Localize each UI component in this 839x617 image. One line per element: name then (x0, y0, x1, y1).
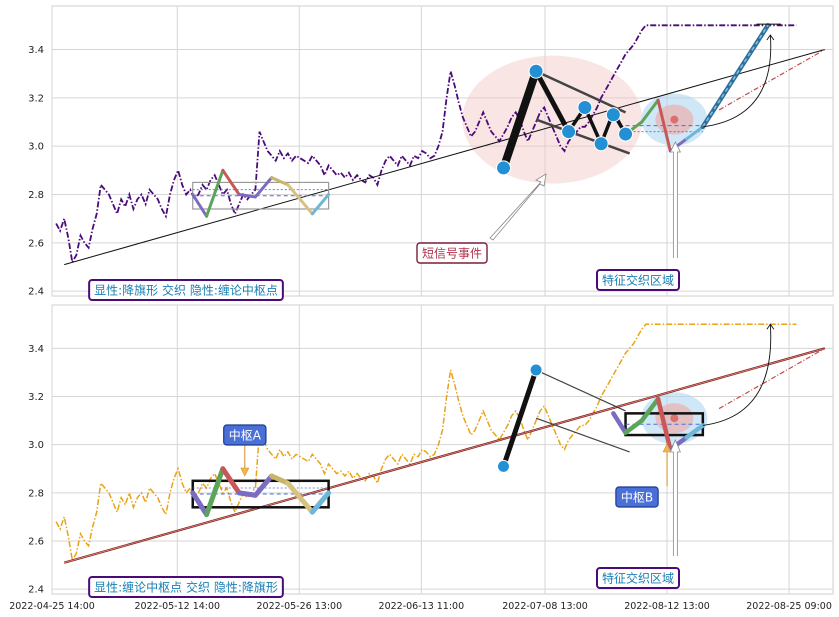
top-pivot-b-stroke-2 (640, 98, 660, 124)
bottom-feature-zone-label-frame (595, 567, 681, 589)
bottom-pivot-a-stroke-4 (252, 473, 275, 498)
top-short-signal-pointer (489, 173, 547, 241)
top-flag-upper-channel (535, 70, 627, 114)
bottom-signal-dot-1 (529, 363, 543, 377)
bottom-y-tick-label-2: 2.8 (28, 488, 44, 499)
top-pivot-a-stroke-3 (237, 193, 257, 199)
top-trend-extension (718, 48, 826, 111)
bottom-feature-zone-core (670, 414, 679, 423)
bottom-pivot-a-stroke-1 (204, 466, 226, 518)
top-feature-zone-core (670, 115, 679, 124)
bottom-pivot-a-stroke-5 (269, 473, 291, 486)
top-flag-pole (499, 67, 541, 172)
top-y-tick-label-5: 3.4 (28, 45, 44, 56)
top-pivot-a-stroke-4 (253, 176, 274, 199)
top-short-signal-label: 短信号事件 (422, 247, 482, 261)
x-tick-label-6: 2022-08-25 09:00 (746, 601, 832, 612)
top-y-tick-label-3: 3.0 (28, 142, 44, 153)
top-feature-zone-pointer (669, 141, 682, 258)
bottom-pivot-b-stroke-2 (639, 396, 661, 423)
x-axis: 2022-04-25 14:00 2022-05-12 14:00 2022-05-… (9, 601, 832, 612)
bottom-pivot-b-stroke-1 (623, 418, 645, 435)
top-pivot-a-stroke-6 (286, 183, 314, 216)
top-short-signal-label-frame (416, 242, 488, 264)
top-caption-label-frame (88, 279, 284, 301)
bottom-flag-upper-channel (535, 369, 626, 412)
top-pivot-b-stroke-5 (685, 125, 705, 141)
top-breakout-leg-dash (702, 24, 769, 128)
top-pivot-a-stroke-5 (270, 176, 290, 187)
bottom-pivot-b-arrowhead (662, 443, 672, 453)
bottom-pivot-b-stroke-3 (655, 396, 673, 452)
bottom-y-tick-label-1: 2.6 (28, 537, 44, 548)
top-signal-dot-3 (577, 100, 593, 115)
top-caption-label: 显性:降旗形 交织 隐性:缠论中枢点 (94, 283, 278, 298)
top-feature-zone-label: 特征交织区域 (602, 273, 674, 288)
bottom-price-series (55, 323, 797, 563)
top-projection-curve (702, 34, 772, 128)
bottom-y-tick-label-3: 3.0 (28, 440, 44, 451)
bottom-feature-zone-pointer (669, 438, 681, 556)
bottom-y-tick-label-4: 3.2 (28, 392, 44, 403)
top-y-tick-label-4: 3.2 (28, 93, 44, 104)
top-pivot-a-stroke-7 (310, 193, 331, 216)
top-signal-dot-0 (496, 160, 512, 176)
top-price-series (55, 24, 797, 265)
bottom-pivot-a-stroke-6 (285, 480, 315, 515)
top-signal-dot-4 (593, 136, 609, 152)
bottom-feature-zone-label: 特征交织区域 (602, 571, 674, 586)
bottom-projection-arrowhead (766, 323, 775, 330)
top-projection-arrowhead (766, 34, 775, 41)
bottom-trend-line-highlight (64, 347, 825, 564)
x-tick-label-4: 2022-07-08 13:00 (502, 601, 588, 612)
top-pivot-a-stroke-0 (191, 193, 209, 218)
top-signal-dot-6 (618, 126, 634, 142)
top-trend-line (64, 49, 826, 266)
top-pivot-a-stroke-2 (221, 168, 241, 196)
bottom-pivot-a-stroke-0 (190, 490, 210, 518)
x-tick-label-1: 2022-05-12 14:00 (134, 601, 220, 612)
bottom-y-tick-label-0: 2.4 (28, 585, 44, 596)
bottom-pivot-a-stroke-7 (309, 490, 332, 515)
bottom-y-tick-label-5: 3.4 (28, 344, 44, 355)
x-tick-label-5: 2022-08-12 13:00 (624, 601, 710, 612)
top-y-tick-label-1: 2.6 (28, 238, 44, 249)
top-flag-drop (533, 68, 572, 135)
top-feature-zone-label-frame (595, 269, 681, 291)
x-tick-label-3: 2022-06-13 11:00 (379, 601, 465, 612)
x-tick-label-0: 2022-04-25 14:00 (9, 601, 95, 612)
bottom-flag-pole (501, 367, 539, 469)
bottom-pivot-a-label: 中枢A (229, 428, 262, 443)
bottom-trend-extension (718, 347, 826, 410)
top-signal-dot-5 (605, 107, 621, 123)
top-signal-dot-1 (528, 63, 544, 79)
top-flag-lower-channel (535, 118, 631, 155)
bottom-projection-curve (702, 324, 772, 426)
bottom-pivot-a-arrowhead (240, 467, 250, 477)
bottom-pivot-a-stroke-3 (236, 490, 258, 498)
bottom-caption-label: 显性:缠论中枢点 交织 隐性:降旗形 (94, 580, 278, 595)
bottom-plot-area (51, 304, 834, 595)
top-signal-dot-2 (561, 124, 577, 140)
bottom-pivot-a-stroke-2 (220, 466, 242, 496)
bottom-pivot-b-label: 中枢B (621, 490, 653, 505)
bottom-flag-lower-channel (535, 417, 630, 453)
bottom-pivot-b-stroke-5 (684, 423, 706, 440)
bottom-pivot-b-label-frame (615, 486, 659, 508)
top-y-tick-label-0: 2.4 (28, 287, 44, 298)
top-pivot-a-stroke-1 (205, 168, 225, 218)
x-tick-label-2: 2022-05-26 13:00 (257, 601, 343, 612)
top-y-tick-label-2: 2.8 (28, 190, 44, 201)
bottom-pivot-b-stroke-0 (611, 411, 628, 435)
bottom-caption-label-frame (88, 576, 284, 598)
top-pivot-b-stroke-3 (656, 98, 672, 153)
bottom-signal-dot-0 (497, 459, 511, 473)
bottom-pivot-a-label-frame (223, 424, 267, 446)
